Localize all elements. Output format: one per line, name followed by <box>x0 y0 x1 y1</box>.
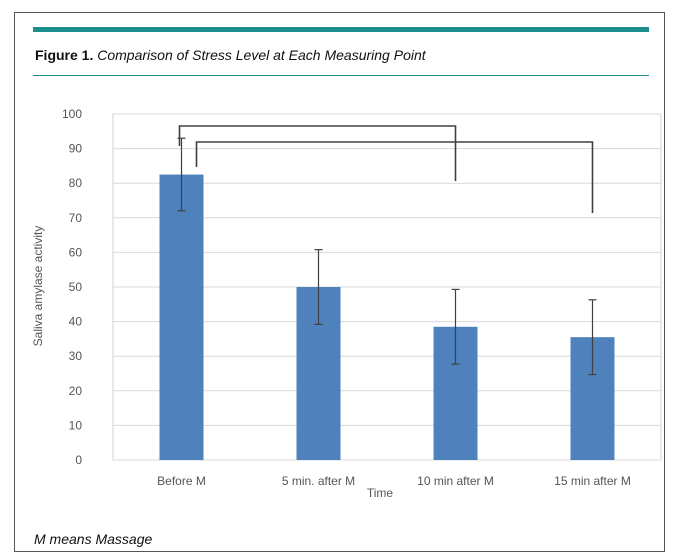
y-tick-label: 30 <box>69 349 83 363</box>
x-tick-label: 15 min after M <box>554 474 631 488</box>
figure-title: Comparison of Stress Level at Each Measu… <box>97 47 426 63</box>
y-tick-label: 80 <box>69 176 83 190</box>
y-tick-label: 10 <box>69 418 83 432</box>
x-tick-label: Before M <box>157 474 206 488</box>
y-tick-label: 40 <box>69 315 83 329</box>
y-tick-label: 20 <box>69 384 83 398</box>
bars <box>159 174 615 461</box>
bar <box>159 174 204 461</box>
y-tick-label: 60 <box>69 245 83 259</box>
y-tick-labels: 0 10 20 30 40 50 60 70 80 90 100 <box>62 107 82 467</box>
x-axis-title: Time <box>367 486 394 500</box>
figure-label: Figure 1. <box>35 47 94 63</box>
significance-brackets <box>178 125 594 213</box>
x-tick-labels: Before M 5 min. after M 10 min after M 15 m… <box>157 474 631 488</box>
y-tick-label: 0 <box>75 453 82 467</box>
error-bars <box>177 137 597 376</box>
figure-frame: Figure 1. Comparison of Stress Level at … <box>14 12 665 552</box>
figure-caption: Figure 1. Comparison of Stress Level at … <box>35 47 426 63</box>
y-tick-label: 50 <box>69 280 83 294</box>
x-tick-label: 5 min. after M <box>282 474 355 488</box>
significance-bracket <box>178 125 457 181</box>
significance-bracket <box>195 141 594 213</box>
gridlines <box>113 113 661 461</box>
figure-footnote: M means Massage <box>34 531 153 547</box>
x-tick-label: 10 min after M <box>417 474 494 488</box>
y-tick-label: 100 <box>62 107 82 121</box>
y-tick-label: 70 <box>69 211 83 225</box>
caption-rule <box>33 75 649 76</box>
top-rule <box>33 27 649 32</box>
y-tick-label: 90 <box>69 142 83 156</box>
y-axis-title: Saliva amylase activity <box>31 226 45 347</box>
